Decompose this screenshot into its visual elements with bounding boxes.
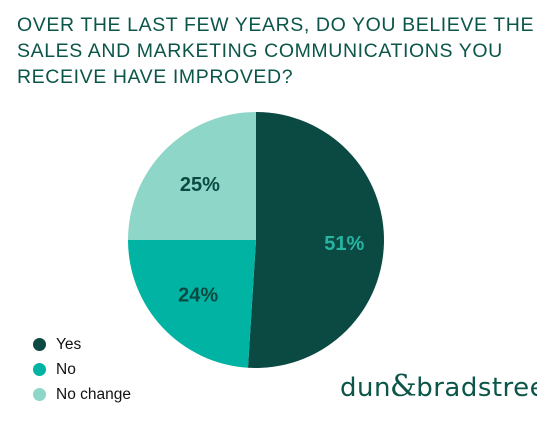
brand-logo: dun&bradstreet (340, 369, 537, 404)
legend-label-no: No (56, 360, 76, 378)
pie-slice-no (128, 240, 256, 368)
slice-label-no: 24% (178, 284, 218, 306)
title-line-3: RECEIVE HAVE IMPROVED? (17, 66, 294, 88)
pie-slice-yes (247, 112, 384, 368)
legend-item-no-change: No change (33, 382, 131, 407)
slice-label-yes: 51% (324, 233, 364, 255)
slice-label-no-change: 25% (180, 174, 220, 196)
chart-title: OVER THE LAST FEW YEARS, DO YOU BELIEVE … (17, 12, 535, 90)
legend-swatch-no-change (33, 388, 46, 401)
legend: Yes No No change (33, 332, 131, 407)
brand-ampersand: & (389, 369, 418, 404)
title-line-1: OVER THE LAST FEW YEARS, DO YOU BELIEVE … (17, 14, 535, 36)
legend-swatch-no (33, 363, 46, 376)
legend-label-no-change: No change (56, 385, 131, 403)
legend-label-yes: Yes (56, 335, 82, 353)
brand-text-bradstreet: bradstreet (416, 373, 537, 403)
title-line-2: SALES AND MARKETING COMMUNICATIONS YOU (17, 40, 503, 62)
brand-text-dun: dun (340, 373, 391, 403)
pie-slice-no-change (128, 112, 256, 240)
legend-item-yes: Yes (33, 332, 131, 357)
legend-item-no: No (33, 357, 131, 382)
legend-swatch-yes (33, 338, 46, 351)
